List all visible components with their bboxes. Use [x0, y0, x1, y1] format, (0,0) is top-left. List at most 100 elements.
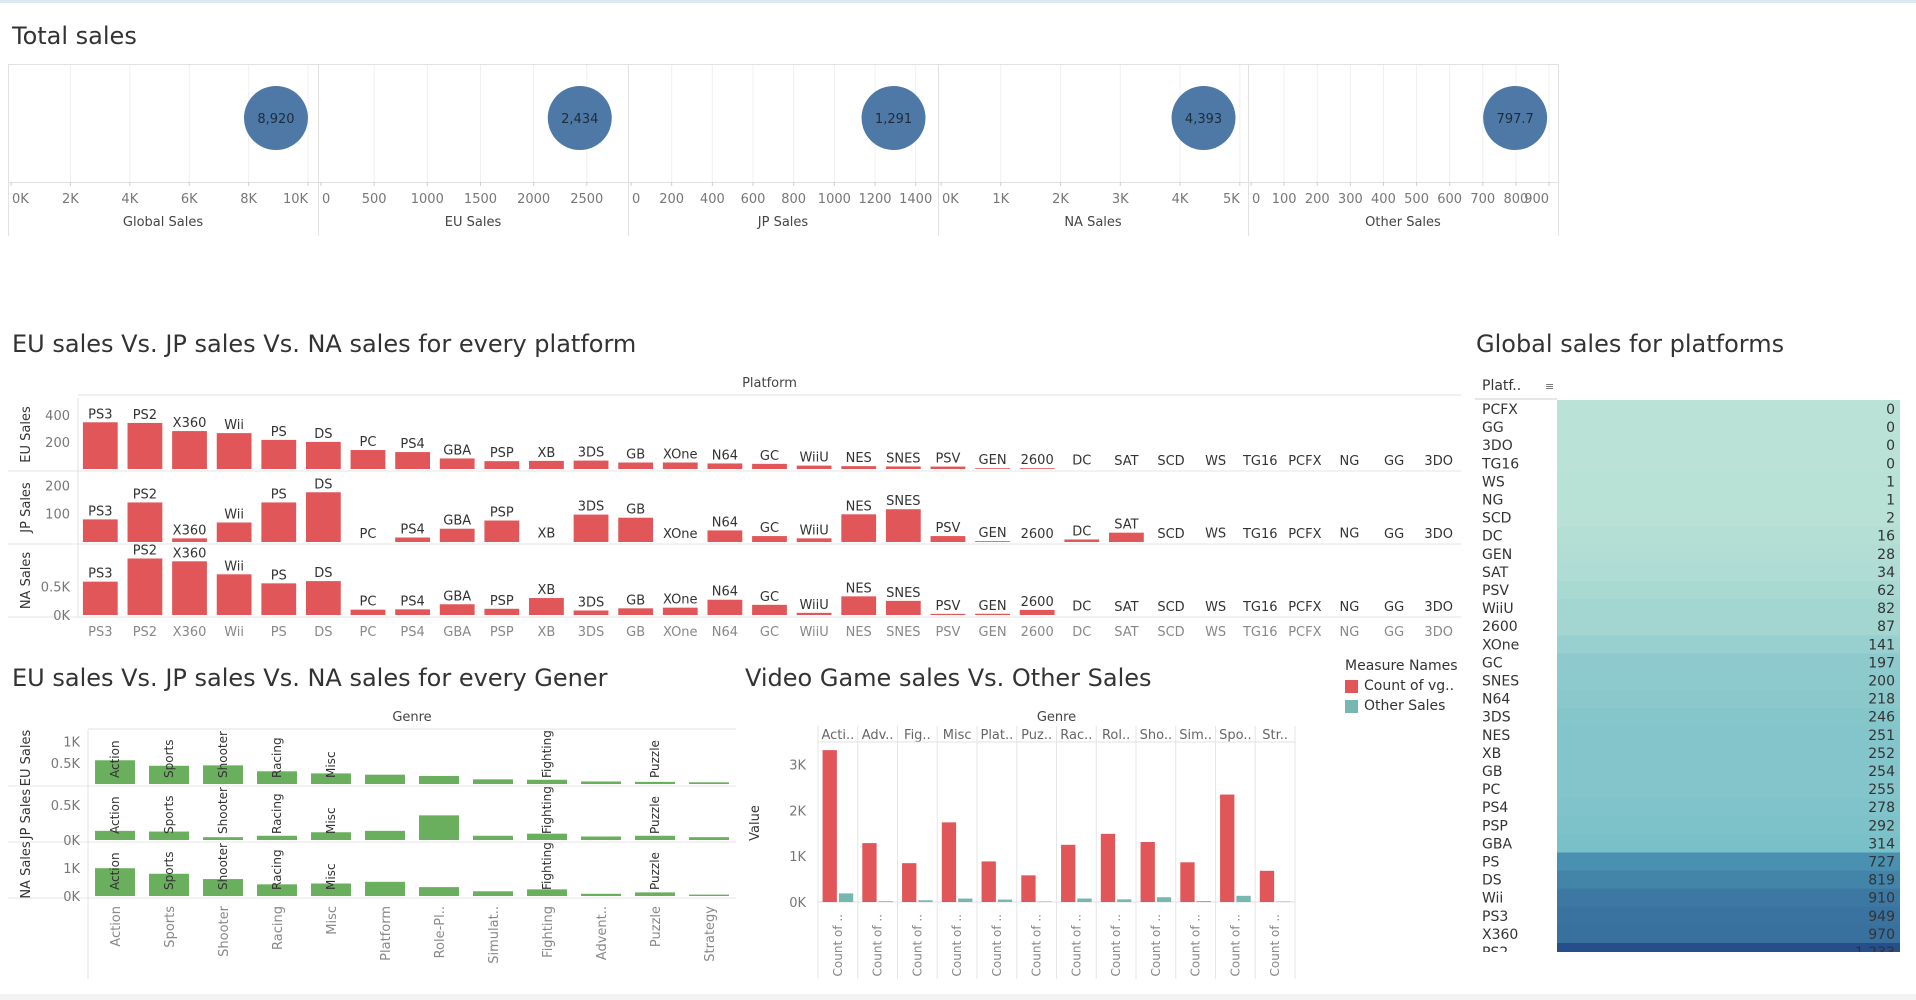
cell-value: 949 — [1868, 909, 1895, 925]
x-tick-label: 2600 — [1021, 625, 1054, 640]
cell-value: 292 — [1868, 818, 1895, 834]
axis-tick-label: 1000 — [818, 192, 851, 207]
bar — [439, 604, 475, 615]
bar-label: Misc — [324, 807, 338, 834]
bar — [796, 538, 832, 542]
legend-swatch-red — [1345, 679, 1358, 693]
bar — [257, 884, 297, 896]
bar — [172, 561, 207, 615]
row-label: NG — [1482, 493, 1503, 509]
row-label: GBA — [1482, 836, 1512, 852]
bar — [395, 452, 430, 469]
bar-label: PS4 — [400, 522, 424, 537]
row-label: PS2 — [1482, 945, 1508, 952]
cell-value: 87 — [1877, 619, 1895, 635]
cell-value: 970 — [1868, 927, 1895, 943]
video-vs-other-chart: Genre Acti.. Adv.. Fig.. Misc Plat.. Puz.. Rac.… — [748, 710, 1296, 979]
row-axis-label: EU Sales — [19, 406, 34, 463]
bubble-value-label: 797.7 — [1497, 112, 1534, 127]
column-header: Genre — [392, 710, 431, 725]
bar — [216, 574, 252, 615]
heat-cell — [1557, 852, 1900, 871]
bar — [95, 830, 135, 840]
cell-value: 62 — [1877, 583, 1895, 599]
bar-label: Sports — [162, 796, 176, 834]
bar-label: PS — [271, 425, 287, 440]
axis-tick-label: 1500 — [464, 192, 497, 207]
bar-label: Puzzle — [648, 796, 662, 834]
bar-label: Shooter — [216, 731, 230, 778]
bar-label: WS — [1205, 600, 1226, 615]
x-tick-label: GG — [1384, 625, 1404, 640]
row-label: XB — [1482, 746, 1501, 762]
cell-value: 252 — [1868, 746, 1895, 762]
bar-label: SCD — [1157, 600, 1184, 615]
bar — [796, 465, 832, 469]
axis-tick-label: 1000 — [411, 192, 444, 207]
bar-label: PSV — [935, 521, 960, 536]
bar-label: GBA — [443, 514, 471, 529]
row-label: PS4 — [1482, 800, 1508, 816]
bar-label: XOne — [663, 527, 698, 542]
bar — [618, 517, 654, 542]
bar-label: Action — [108, 796, 122, 834]
legend-item-count[interactable]: Count of vg.. — [1345, 678, 1495, 694]
x-tick-label: DC — [1072, 625, 1091, 640]
bar-label: SAT — [1114, 518, 1138, 533]
bar — [752, 463, 787, 469]
bar-label: PSP — [490, 446, 514, 461]
global-platforms-heatmap[interactable]: Platf.. ≡ PCFX 0 GG 0 3DO 0 TG16 0 WS 1 NG 1 SCD 2 DC 16 G… — [1465, 370, 1908, 952]
bar-label: GB — [626, 448, 645, 463]
bar-label: XB — [538, 583, 556, 598]
bar — [581, 836, 621, 840]
bar-label: PS4 — [400, 594, 424, 609]
heat-cell — [1557, 653, 1900, 672]
measure-names-legend[interactable]: Measure Names Count of vg.. Other Sales — [1345, 658, 1495, 714]
x-tick-label: Puzzle — [649, 906, 664, 947]
axis-tick-label: 0.5K — [41, 581, 71, 596]
axis-tick-label: 0K — [942, 192, 959, 207]
bar — [127, 558, 163, 615]
x-tick-label: GBA — [443, 625, 471, 640]
heat-cell — [1557, 400, 1900, 419]
cell-value: 34 — [1877, 565, 1895, 581]
x-tick-label: Count of .. — [1228, 914, 1242, 976]
legend-item-other[interactable]: Other Sales — [1345, 698, 1495, 714]
axis-tick-label: 500 — [362, 192, 387, 207]
cell-value: 1,233 — [1855, 945, 1895, 952]
x-tick-label: WS — [1205, 625, 1226, 640]
bar-label: Sports — [162, 740, 176, 778]
axis-title: NA Sales — [1064, 215, 1122, 230]
bar-other-sales — [1156, 897, 1172, 902]
bar — [752, 604, 787, 615]
bar-other-sales — [997, 899, 1013, 902]
bar-label: 2600 — [1021, 453, 1054, 468]
bar-label: X360 — [173, 523, 207, 538]
bar — [1019, 468, 1055, 469]
bar-label: Misc — [324, 751, 338, 778]
bar-label: WS — [1205, 527, 1226, 542]
bar-label: PSP — [490, 506, 514, 521]
axis-tick-label: 0.5K — [51, 757, 81, 772]
bar — [689, 894, 729, 896]
bar-label: GB — [626, 593, 645, 608]
bar — [203, 837, 243, 840]
bar-label: PS4 — [400, 437, 424, 452]
bar — [365, 774, 405, 784]
axis-tick-label: 900 — [1524, 192, 1549, 207]
axis-tick-label: 4K — [121, 192, 138, 207]
bar — [662, 462, 698, 469]
bar-label: NG — [1340, 454, 1360, 469]
axis-tick-label: 800 — [1504, 192, 1529, 207]
bar-label: PSP — [490, 594, 514, 609]
axis-tick-label: 2K — [789, 804, 806, 819]
x-tick-label: 3DO — [1424, 625, 1453, 640]
bar — [311, 773, 351, 784]
x-tick-label: DS — [314, 625, 332, 640]
bar — [618, 608, 654, 615]
bar — [311, 832, 351, 840]
bar — [261, 502, 297, 542]
bar — [618, 462, 654, 469]
column-header-label: Plat.. — [980, 728, 1013, 743]
axis-tick-label: 0K — [12, 192, 29, 207]
